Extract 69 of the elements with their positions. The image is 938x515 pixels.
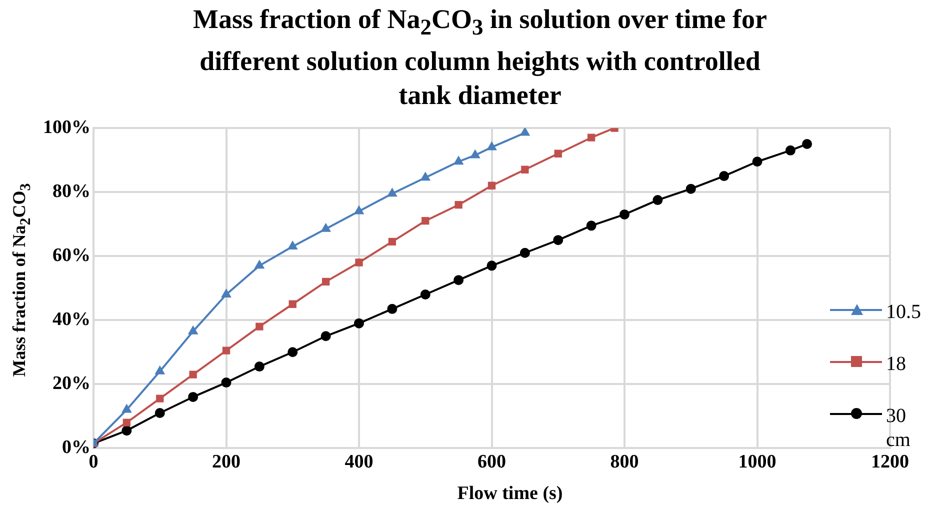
legend-label: 30 cm — [886, 404, 912, 452]
point — [487, 142, 496, 150]
y-tick-label: 0% — [62, 437, 90, 458]
point — [520, 248, 530, 258]
point — [189, 370, 197, 378]
point — [486, 260, 497, 271]
point — [488, 182, 496, 190]
x-tick-label: 1000 — [738, 452, 776, 473]
point — [388, 188, 397, 197]
point — [454, 201, 462, 209]
x-tick-label: 400 — [344, 452, 374, 473]
point — [154, 408, 165, 418]
point — [652, 195, 663, 206]
y-tick-label: 60% — [52, 244, 90, 266]
point — [686, 184, 696, 194]
point — [521, 166, 529, 174]
point — [752, 156, 762, 167]
point — [321, 224, 330, 232]
point — [354, 206, 364, 214]
point — [254, 260, 264, 269]
y-tick-label: 80% — [52, 180, 90, 202]
point — [785, 145, 796, 156]
point — [188, 326, 198, 334]
x-tick-label: 600 — [478, 452, 506, 473]
point — [256, 322, 264, 330]
point — [122, 418, 131, 426]
point — [322, 278, 330, 286]
point — [553, 235, 564, 246]
legend-label: 18 — [886, 352, 907, 376]
point — [222, 346, 230, 354]
point — [388, 238, 396, 246]
point — [420, 290, 430, 300]
y-tick-label: 40% — [52, 309, 90, 330]
point — [222, 290, 231, 298]
point — [620, 209, 630, 220]
point — [320, 331, 331, 342]
x-tick-label: 1200 — [871, 452, 909, 473]
point — [454, 156, 464, 165]
x-axis-title: Flow time (s) — [457, 483, 563, 505]
point — [288, 300, 296, 308]
point — [354, 318, 364, 328]
y-tick-label: 100% — [43, 116, 90, 138]
y-tick-label: 20% — [52, 373, 90, 394]
point — [520, 128, 530, 136]
legend-label: 10.5 — [886, 300, 922, 324]
x-tick-label: 0 — [88, 452, 98, 473]
point — [554, 150, 562, 158]
point — [802, 139, 812, 150]
point — [288, 241, 298, 250]
point — [156, 394, 164, 402]
point — [454, 275, 464, 286]
point — [155, 366, 164, 374]
point — [719, 171, 730, 182]
point — [587, 134, 596, 142]
x-tick-label: 800 — [610, 452, 639, 473]
point — [420, 172, 430, 181]
point — [254, 362, 264, 372]
point — [122, 426, 132, 436]
point — [422, 217, 430, 225]
point — [288, 347, 298, 358]
point — [122, 404, 132, 413]
point — [221, 378, 232, 388]
chart-title: Mass fraction of Na$_{2}$CO$_{3}$ in solution over time for different solution column heights with controlled tank diameter — [192, 3, 768, 112]
point — [387, 304, 398, 314]
point — [470, 150, 480, 158]
point — [586, 220, 596, 231]
x-tick-label: 200 — [212, 452, 240, 473]
point — [355, 258, 363, 266]
point — [188, 392, 198, 402]
